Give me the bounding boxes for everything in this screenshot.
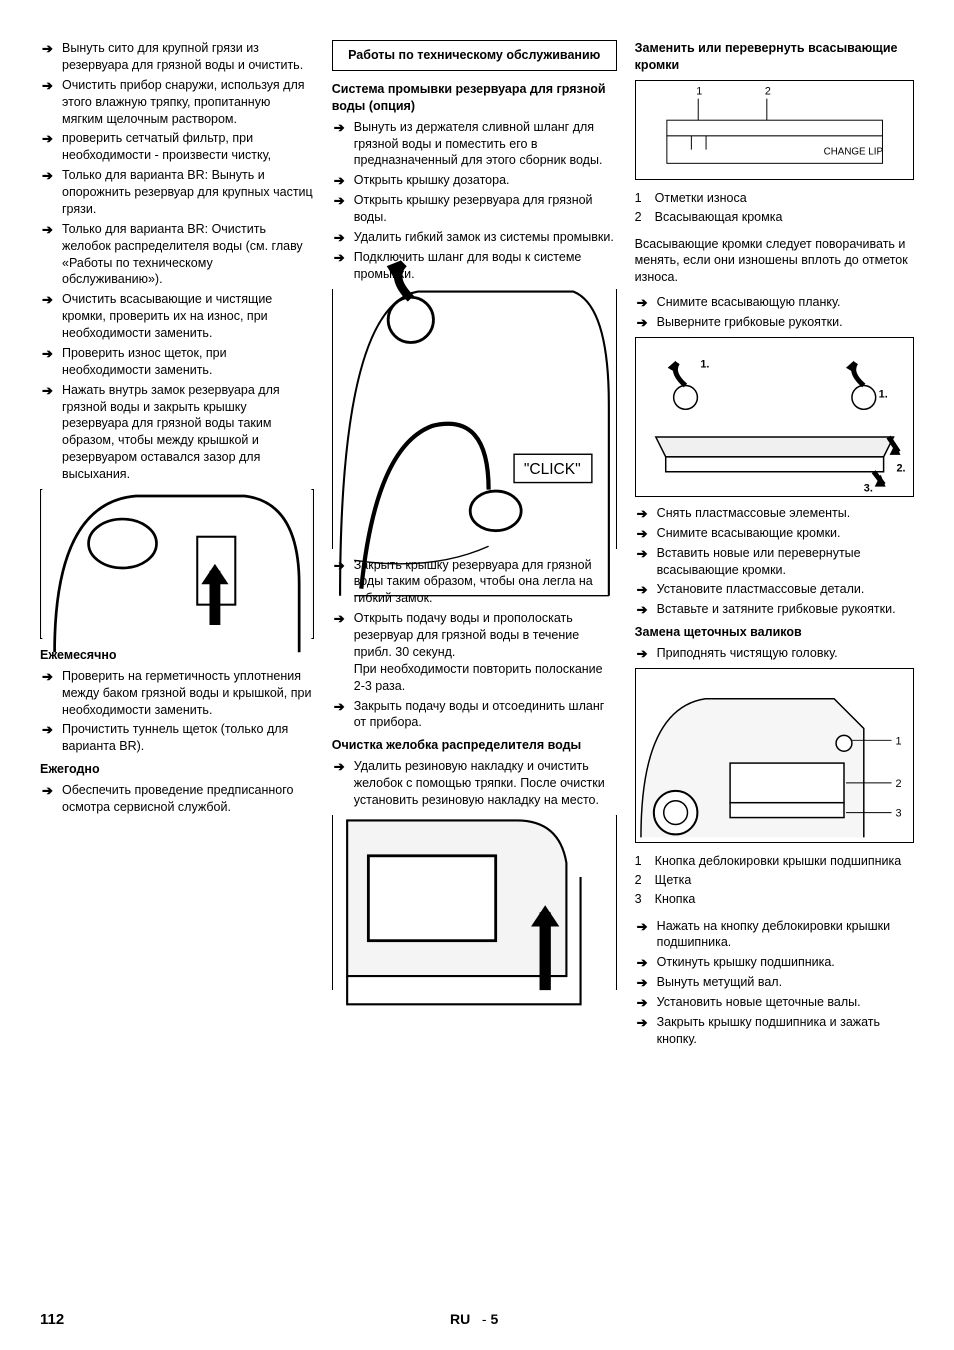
list-item: Открыть крышку дозатора. (334, 172, 617, 189)
list-item: Вставьте и затяните грибковые рукоятки. (637, 601, 914, 618)
list-item: проверить сетчатый фильтр, при необходим… (42, 130, 314, 164)
list-item: Снимите всасывающие кромки. (637, 525, 914, 542)
list-item: Вставить новые или перевернутые всасываю… (637, 545, 914, 579)
list-item: Приподнять чистящую головку. (637, 645, 914, 662)
list-item: Только для варианта BR: Вынуть и опорожн… (42, 167, 314, 218)
legend-item: 2Щетка (635, 872, 914, 889)
clean-channel-heading: Очистка желобка распределителя воды (332, 737, 617, 754)
yearly-heading: Ежегодно (40, 761, 314, 778)
list-item: Нажать внутрь замок резервуара для грязн… (42, 382, 314, 483)
channel-illustration (333, 778, 616, 1026)
page-footer: 112 RU - 5 (40, 1311, 914, 1328)
list-item: Только для варианта BR: Очистить желобок… (42, 221, 314, 289)
col1-top-list: Вынуть сито для крупной грязи из резерву… (40, 40, 314, 483)
list-item: Закрыть крышку резервуара для грязной во… (334, 557, 617, 608)
legend-item: 2Всасывающая кромка (635, 209, 914, 226)
flush-system-heading: Система промывки резервуара для грязной … (332, 81, 617, 115)
list-item: Установите пластмассовые детали. (637, 581, 914, 598)
figure-change-lip-diagram: 1 2 CHANGE LIP (635, 80, 914, 180)
svg-text:3: 3 (895, 807, 901, 819)
figure-click: "CLICK" (332, 289, 617, 549)
svg-text:1.: 1. (878, 388, 887, 400)
list-item: Вынуть метущий вал. (637, 974, 914, 991)
figure-tank-lock (40, 489, 314, 639)
squeegee-illustration: 1. 1. 2. 3. (636, 338, 913, 496)
brush-roller-heading: Замена щеточных валиков (635, 624, 914, 641)
list-item: Открыть подачу воды и прополоскать резер… (334, 610, 617, 694)
tank-lock-illustration (41, 462, 313, 666)
click-label: "CLICK" (524, 461, 581, 478)
svg-text:2: 2 (895, 778, 901, 790)
legend-lip: 1Отметки износа 2Всасывающая кромка (635, 190, 914, 226)
column-2: Работы по техническому обслуживанию Сист… (332, 40, 617, 1260)
flush-list-1: Вынуть из держателя сливной шланг для гр… (332, 119, 617, 283)
list-item: Обеспечить проведение предписанного осмо… (42, 782, 314, 816)
list-item: Подключить шланг для воды к системе пром… (334, 249, 617, 283)
list-item: Очистить прибор снаружи, используя для э… (42, 77, 314, 128)
list-item: Удалить гибкий замок из системы промывки… (334, 229, 617, 246)
list-item: Закрыть крышку подшипника и зажать кнопк… (637, 1014, 914, 1048)
list-item: Проверить на герметичность уплотнения ме… (42, 668, 314, 719)
replace-lip-heading: Заменить или перевернуть всасывающие кро… (635, 40, 914, 74)
legend-item: 1Кнопка деблокировки крышки подшипника (635, 853, 914, 870)
yearly-list: Обеспечить проведение предписанного осмо… (40, 782, 314, 816)
list-item: Снять пластмассовые элементы. (637, 505, 914, 522)
list-item: Вынуть сито для крупной грязи из резерву… (42, 40, 314, 74)
list-item: Нажать на кнопку деблокировки крышки под… (637, 918, 914, 952)
list-item: Прочистить туннель щеток (только для вар… (42, 721, 314, 755)
brush-list-2: Нажать на кнопку деблокировки крышки под… (635, 918, 914, 1048)
column-3: Заменить или перевернуть всасывающие кро… (635, 40, 914, 1260)
list-item: Установить новые щеточные валы. (637, 994, 914, 1011)
maintenance-box-title: Работы по техническому обслуживанию (332, 40, 617, 71)
change-lip-svg: 1 2 CHANGE LIP (636, 81, 913, 179)
click-illustration: "CLICK" (333, 235, 616, 603)
list-item: Открыть крышку резервуара для грязной во… (334, 192, 617, 226)
svg-text:3.: 3. (863, 482, 872, 494)
list-item: Снимите всасывающую планку. (637, 294, 914, 311)
legend-item: 1Отметки износа (635, 190, 914, 207)
brush-illustration: 1 2 3 (636, 669, 913, 842)
legend-brush: 1Кнопка деблокировки крышки подшипника 2… (635, 853, 914, 908)
lip-list-1: Снимите всасывающую планку. Выверните гр… (635, 294, 914, 331)
svg-text:1: 1 (696, 85, 702, 97)
clean-channel-list: Удалить резиновую накладку и очистить же… (332, 758, 617, 809)
brush-list-1: Приподнять чистящую головку. (635, 645, 914, 662)
figure-channel (332, 815, 617, 990)
svg-text:1.: 1. (700, 358, 709, 370)
legend-item: 3Кнопка (635, 891, 914, 908)
svg-text:2: 2 (765, 85, 771, 97)
list-item: Очистить всасывающие и чистящие кромки, … (42, 291, 314, 342)
list-item: Удалить резиновую накладку и очистить же… (334, 758, 617, 809)
figure-squeegee: 1. 1. 2. 3. (635, 337, 914, 497)
svg-text:1: 1 (895, 735, 901, 747)
list-item: Проверить износ щеток, при необходимости… (42, 345, 314, 379)
list-item: Закрыть подачу воды и отсоединить шланг … (334, 698, 617, 732)
figure-brush-roller: 1 2 3 (635, 668, 914, 843)
column-1: Вынуть сито для крупной грязи из резерву… (40, 40, 314, 1260)
svg-text:CHANGE LIP: CHANGE LIP (823, 146, 883, 157)
lip-list-2: Снять пластмассовые элементы. Снимите вс… (635, 505, 914, 618)
footer-lang: RU - 5 (450, 1311, 498, 1327)
list-item: Откинуть крышку подшипника. (637, 954, 914, 971)
list-item: Выверните грибковые рукоятки. (637, 314, 914, 331)
page-number: 112 (40, 1311, 64, 1328)
flush-list-2: Закрыть крышку резервуара для грязной во… (332, 557, 617, 732)
lip-paragraph: Всасывающие кромки следует поворачивать … (635, 236, 914, 287)
list-item: Вынуть из держателя сливной шланг для гр… (334, 119, 617, 170)
svg-text:2.: 2. (896, 462, 905, 474)
monthly-list: Проверить на герметичность уплотнения ме… (40, 668, 314, 755)
